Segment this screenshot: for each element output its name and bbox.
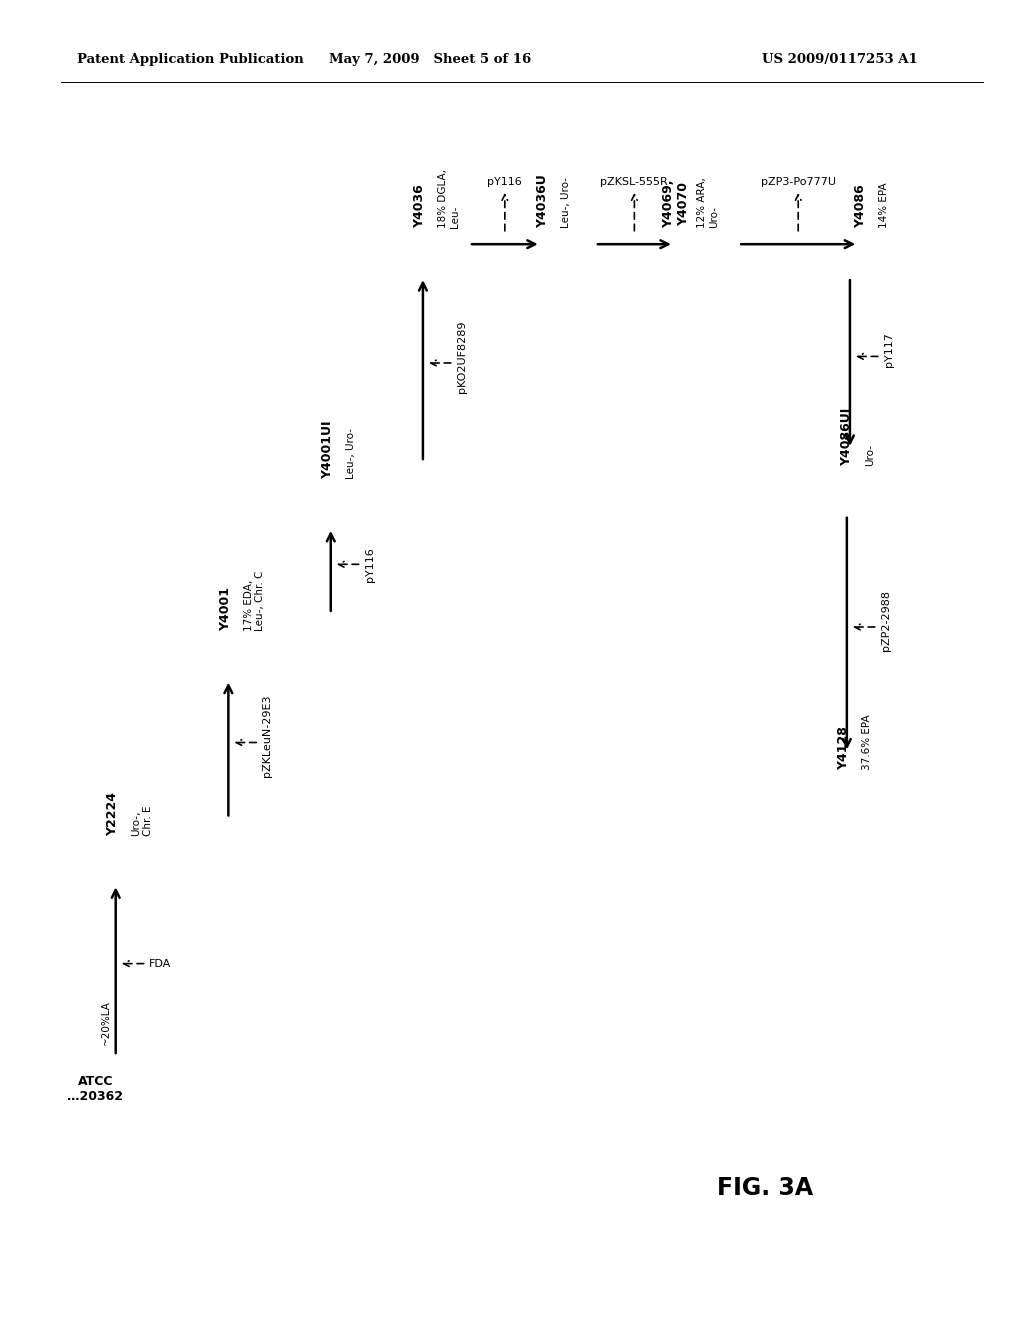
Text: 12% ARA,
Uro-: 12% ARA, Uro- — [697, 178, 719, 228]
Text: Leu-, Uro-: Leu-, Uro- — [561, 177, 571, 228]
Text: 17% EDA,
Leu-, Chr. C: 17% EDA, Leu-, Chr. C — [244, 570, 265, 631]
Text: FIG. 3A: FIG. 3A — [717, 1176, 813, 1200]
Text: ATCC
…20362: ATCC …20362 — [68, 1074, 123, 1104]
Text: Patent Application Publication: Patent Application Publication — [77, 53, 303, 66]
Text: Y4086: Y4086 — [854, 185, 866, 228]
Text: Y2224: Y2224 — [106, 792, 119, 836]
Text: Y4036U: Y4036U — [537, 174, 549, 228]
Text: pZKSL-555R: pZKSL-555R — [600, 177, 669, 187]
Text: pY116: pY116 — [365, 546, 375, 582]
Text: pY117: pY117 — [884, 333, 894, 367]
Text: Y4001UI: Y4001UI — [322, 421, 334, 479]
Text: pKO2UF8289: pKO2UF8289 — [457, 321, 467, 392]
Text: Y4128: Y4128 — [838, 726, 850, 770]
Text: Y4036: Y4036 — [414, 185, 426, 228]
Text: 18% DGLA,
Leu-: 18% DGLA, Leu- — [438, 169, 460, 228]
Text: pZP2-2988: pZP2-2988 — [881, 590, 891, 651]
Text: Uro-: Uro- — [865, 444, 876, 466]
Text: ~20%LA: ~20%LA — [100, 1001, 111, 1045]
Text: Y4001: Y4001 — [219, 587, 231, 631]
Text: 14% EPA: 14% EPA — [879, 182, 889, 228]
Text: 37.6% EPA: 37.6% EPA — [862, 714, 872, 770]
Text: Leu-, Uro-: Leu-, Uro- — [346, 428, 356, 479]
Text: pZKLeuN-29E3: pZKLeuN-29E3 — [262, 694, 272, 777]
Text: pY116: pY116 — [487, 177, 522, 187]
Text: Uro-,
Chr. E: Uro-, Chr. E — [131, 805, 153, 836]
Text: Y4086UI: Y4086UI — [841, 408, 853, 466]
Text: US 2009/0117253 A1: US 2009/0117253 A1 — [762, 53, 918, 66]
Text: pZP3-Po777U: pZP3-Po777U — [761, 177, 836, 187]
Text: FDA: FDA — [148, 958, 171, 969]
Text: May 7, 2009   Sheet 5 of 16: May 7, 2009 Sheet 5 of 16 — [329, 53, 531, 66]
Text: Y4069,
Y4070: Y4069, Y4070 — [662, 180, 690, 228]
